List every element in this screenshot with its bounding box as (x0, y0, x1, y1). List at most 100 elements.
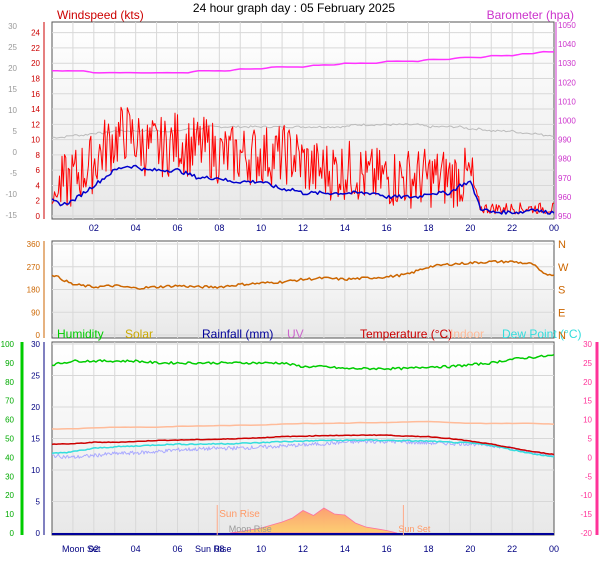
moon-set-label: Moon Set (62, 544, 101, 554)
time-tick-label: 22 (507, 223, 517, 233)
series-solar-area (229, 507, 398, 534)
barometer-tick-label: 960 (558, 193, 572, 202)
moon-rise-label: Moon Rise (229, 524, 272, 534)
time-tick-label: 04 (131, 223, 141, 233)
legend-dew-point: Dew Point (°C) (502, 327, 581, 341)
barometer-tick-label: 1000 (558, 117, 576, 126)
legend-indoor: Indoor (450, 327, 484, 341)
legend-humidity: Humidity (57, 327, 104, 341)
time-tick-label: 02 (89, 544, 99, 554)
temperature-tick-label: -15 (580, 510, 592, 519)
temperature-tick-label: 0 (13, 148, 18, 157)
axis-tick-labels: 0202040406060808101012121414161618182020… (1, 21, 599, 554)
time-tick-label: 16 (382, 544, 392, 554)
humidity-tick-label: 80 (5, 378, 14, 387)
temperature-tick-label: 25 (583, 359, 592, 368)
series-barometer-line (51, 50, 554, 74)
wind-tick-label: 18 (31, 74, 40, 83)
time-tick-label: 16 (382, 223, 392, 233)
sun-rise-label: Sun Rise (219, 509, 260, 520)
barometer-tick-label: 1010 (558, 97, 576, 106)
temperature-tick-label: -15 (5, 211, 17, 220)
sun-rise-bottom-label: Sun Rise (195, 544, 232, 554)
humidity-tick-label: 100 (1, 340, 15, 349)
temperature-tick-label: 20 (583, 378, 592, 387)
temperature-tick-label: -20 (580, 529, 592, 538)
humidity-tick-label: 0 (10, 529, 15, 538)
humidity-tick-label: 10 (5, 510, 14, 519)
chart-title: 24 hour graph day : 05 February 2025 (193, 1, 395, 15)
time-tick-label: 20 (465, 544, 475, 554)
time-tick-label: 04 (131, 544, 141, 554)
direction-tick-label: 360 (27, 240, 41, 249)
compass-label: N (558, 239, 566, 251)
rainfall-tick-label: 0 (36, 529, 41, 538)
rainfall-tick-label: 20 (31, 403, 40, 412)
series-apparent-line (51, 439, 555, 459)
wind-tick-label: 8 (36, 151, 41, 160)
temperature-tick-label: 15 (8, 85, 17, 94)
temperature-tick-label: -5 (10, 169, 18, 178)
wind-tick-label: 12 (31, 120, 40, 129)
wind-tick-label: 4 (36, 181, 41, 190)
temperature-tick-label: 10 (8, 106, 17, 115)
temperature-tick-label: 10 (583, 416, 592, 425)
time-tick-label: 06 (172, 544, 182, 554)
series-temperature-line (51, 434, 555, 456)
compass-label: N (558, 330, 566, 342)
rainfall-tick-label: 25 (31, 372, 40, 381)
humidity-tick-label: 70 (5, 397, 14, 406)
humidity-tick-label: 40 (5, 453, 14, 462)
barometer-tick-label: 970 (558, 174, 572, 183)
temperature-tick-label: 15 (583, 397, 592, 406)
wind-tick-label: 0 (36, 212, 41, 221)
barometer-tick-label: 1050 (558, 21, 576, 30)
time-tick-label: 14 (340, 544, 350, 554)
barometer-tick-label: 980 (558, 155, 572, 164)
series-windspeed-line (51, 106, 555, 215)
humidity-tick-label: 90 (5, 359, 14, 368)
grid-lines (52, 22, 554, 535)
barometer-tick-label: 990 (558, 136, 572, 145)
rainfall-tick-label: 10 (31, 466, 40, 475)
compass-label: E (558, 307, 565, 319)
temperature-tick-label: 30 (8, 22, 17, 31)
time-tick-label: 02 (89, 223, 99, 233)
series-temperature-grey-line (51, 123, 555, 139)
series-wind-direction-line (51, 259, 555, 290)
chart-series (51, 50, 555, 535)
temperature-tick-label: 5 (13, 127, 18, 136)
wind-tick-label: 6 (36, 166, 41, 175)
legend-temperature: Temperature (°C) (360, 327, 452, 341)
time-tick-label: 18 (423, 544, 433, 554)
time-tick-label: 08 (214, 223, 224, 233)
sun-set-label: Sun Set (398, 524, 431, 534)
time-tick-label: 18 (423, 223, 433, 233)
direction-tick-label: 0 (36, 331, 41, 340)
rainfall-tick-label: 5 (36, 498, 41, 507)
time-tick-label: 06 (172, 223, 182, 233)
humidity-tick-label: 50 (5, 435, 14, 444)
temperature-tick-label: 5 (588, 435, 593, 444)
legend-uv: UV (287, 327, 304, 341)
humidity-tick-label: 20 (5, 491, 14, 500)
rainfall-tick-label: 15 (31, 435, 40, 444)
wind-tick-label: 24 (31, 29, 40, 38)
time-tick-label: 00 (549, 544, 559, 554)
series-average-line (51, 164, 555, 215)
barometer-axis-label: Barometer (hpa) (487, 8, 574, 22)
time-tick-label: 00 (549, 223, 559, 233)
time-tick-label: 10 (256, 544, 266, 554)
temperature-tick-label: -10 (5, 190, 17, 199)
series-indoor-line (51, 420, 555, 430)
compass-label: S (558, 285, 565, 297)
wind-tick-label: 2 (36, 197, 41, 206)
temperature-tick-label: -10 (580, 491, 592, 500)
humidity-tick-label: 60 (5, 416, 14, 425)
barometer-tick-label: 1040 (558, 40, 576, 49)
time-tick-label: 08 (214, 544, 224, 554)
time-tick-label: 14 (340, 223, 350, 233)
series-dew-point-line (51, 438, 555, 458)
